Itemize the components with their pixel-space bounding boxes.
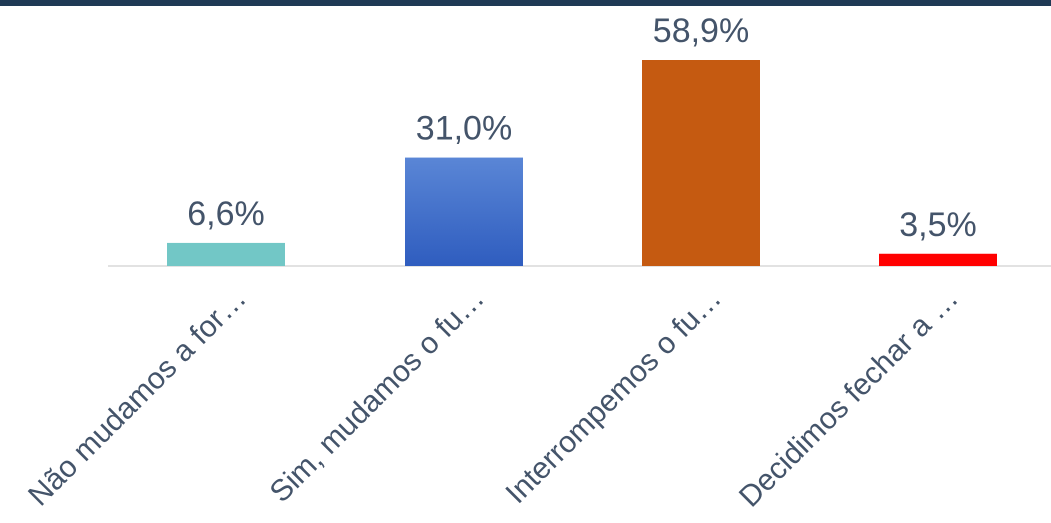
value-label-2: 31,0% <box>416 110 512 148</box>
bar-4 <box>879 253 997 266</box>
value-label-4: 3,5% <box>899 206 977 244</box>
category-label-2: Sim, mudamos o fu… <box>264 282 491 509</box>
value-label-3: 58,9% <box>653 12 749 50</box>
bar-2 <box>405 157 523 266</box>
category-label-3: Interrompemos o fu… <box>499 282 727 510</box>
category-label-1: Não mudamos a for… <box>22 282 253 513</box>
bar-1 <box>167 242 285 266</box>
bar-3 <box>642 60 760 266</box>
header-band <box>0 0 1051 6</box>
value-label-1: 6,6% <box>187 195 265 233</box>
category-label-4: Decidimos fechar a … <box>733 282 965 514</box>
